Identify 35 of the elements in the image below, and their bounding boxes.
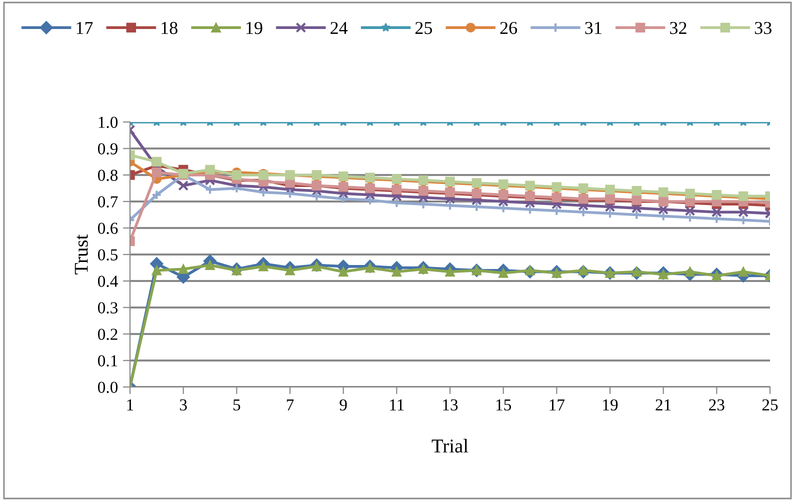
y-tick-label: 0.2 <box>98 328 118 340</box>
y-tick-label: 0.5 <box>98 249 118 261</box>
y-axis-title: Trust <box>74 234 88 274</box>
y-tick-label: 0.7 <box>98 196 118 208</box>
legend-label: 25 <box>415 22 432 34</box>
x-tick-label: 11 <box>390 399 404 410</box>
x-tick-label: 13 <box>443 399 458 411</box>
y-tick-label: 0.9 <box>98 143 118 155</box>
x-tick-label: 1 <box>127 399 134 410</box>
x-tick-label: 15 <box>496 399 512 411</box>
x-tick-label: 23 <box>709 399 724 411</box>
y-tick-label: 1.0 <box>98 116 118 128</box>
x-tick-label: 7 <box>286 399 294 410</box>
legend-label: 19 <box>246 22 262 34</box>
legend-label: 31 <box>585 22 602 34</box>
x-tick-label: 25 <box>762 399 778 411</box>
legend-label: 18 <box>162 22 178 34</box>
legend-label: 17 <box>76 22 93 34</box>
x-tick-label: 3 <box>180 399 187 411</box>
x-tick-label: 9 <box>340 399 347 411</box>
legend-label: 32 <box>670 22 686 34</box>
y-tick-label: 0.0 <box>98 382 118 394</box>
x-tick-label: 5 <box>233 399 240 411</box>
legend-label: 26 <box>500 22 518 34</box>
y-tick-label: 0.6 <box>98 222 118 234</box>
legend-label: 33 <box>754 22 772 34</box>
x-tick-label: 21 <box>656 399 671 410</box>
y-tick-label: 0.8 <box>98 170 118 182</box>
y-tick-label: 0.4 <box>98 276 118 288</box>
legend-label: 24 <box>330 22 348 34</box>
y-tick-label: 0.1 <box>98 355 118 367</box>
x-axis-title: Trial <box>432 438 468 453</box>
x-tick-label: 17 <box>550 399 565 410</box>
x-tick-label: 19 <box>603 399 618 411</box>
y-tick-label: 0.3 <box>98 302 118 314</box>
